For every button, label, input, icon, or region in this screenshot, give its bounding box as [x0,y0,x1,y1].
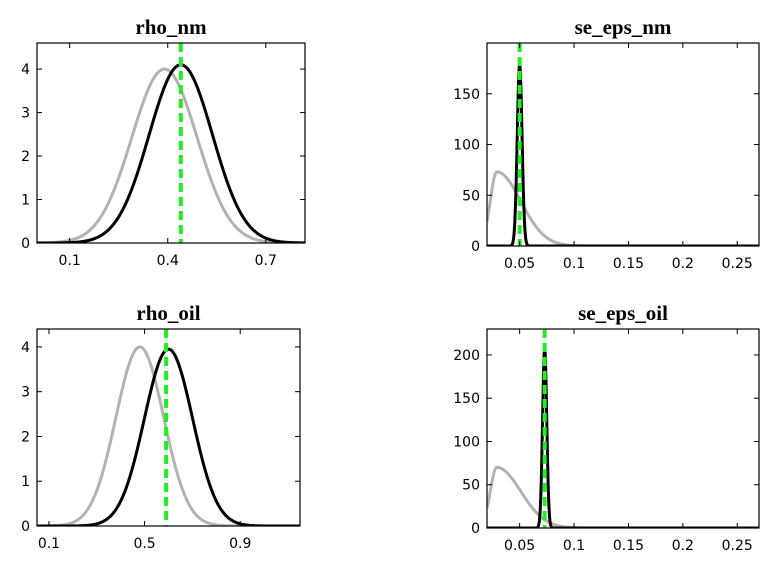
y-tick-label: 150 [453,87,480,103]
curves [487,61,759,246]
posterior-density-line [37,63,305,243]
y-tick-label: 0 [21,236,30,252]
panel-title: se_eps_oil [578,301,668,325]
prior-density-line [37,67,305,243]
subplot-rho_oil: rho_oil 0.1 0.5 0.9 0 1 2 3 4 [21,301,301,552]
y-tick-label: 150 [453,391,480,407]
y-tick-label: 50 [462,188,480,204]
y-tick-label: 50 [462,478,480,494]
x-tick-label: 0.25 [722,256,753,272]
x-tick-label: 0.1 [38,536,60,552]
x-tick-label: 0.25 [722,538,753,554]
y-tick-label: 0 [471,521,480,537]
x-tick-label: 0.1 [563,538,585,554]
x-tick-label: 0.1 [563,256,585,272]
x-tick-label: 0.05 [504,538,535,554]
curves [37,63,305,243]
posterior-density-line [487,61,759,246]
y-tick-label: 2 [21,429,30,445]
x-tick-label: 0.5 [133,536,155,552]
y-tick-label: 4 [21,340,30,356]
y-tick-label: 200 [453,348,480,364]
x-tick-label: 0.2 [672,538,694,554]
curves [37,345,300,526]
y-tick-label: 1 [21,474,30,490]
y-tick-label: 2 [21,149,30,165]
x-tick-label: 0.15 [613,538,644,554]
x-tick-label: 0.9 [229,536,251,552]
y-tick-label: 1 [21,193,30,209]
panel-title: rho_oil [136,301,200,325]
y-tick-label: 100 [453,138,480,154]
panel-title: se_eps_nm [575,15,672,39]
axes-frame [486,328,760,529]
axes-frame [36,42,306,244]
y-tick-label: 4 [21,62,30,78]
axes-frame [36,328,301,527]
prior-density-line [487,465,759,528]
x-tick-label: 0.7 [255,253,277,269]
x-tick-label: 0.2 [672,256,694,272]
subplot-rho_nm: rho_nm 0.1 0.4 0.7 0 1 2 3 4 [21,15,306,269]
y-tick-label: 100 [453,434,480,450]
prior-density-line [487,170,759,246]
panel-title: rho_nm [135,15,207,39]
curves [487,345,759,528]
x-tick-label: 0.15 [613,256,644,272]
x-tick-label: 0.4 [157,253,179,269]
y-tick-label: 3 [21,385,30,401]
y-tick-label: 0 [21,519,30,535]
subplot-se_eps_nm: se_eps_nm 0.05 0.1 0.15 0.2 0.25 0 50 100 150 [453,15,760,272]
y-tick-label: 3 [21,106,30,122]
x-tick-label: 0.05 [504,256,535,272]
y-tick-label: 0 [471,239,480,255]
x-tick-label: 0.1 [59,253,81,269]
prior-density-line [37,345,300,526]
subplot-se_eps_oil: se_eps_oil 0.05 0.1 0.15 0.2 0.25 0 50 100 150 200 [453,301,760,554]
